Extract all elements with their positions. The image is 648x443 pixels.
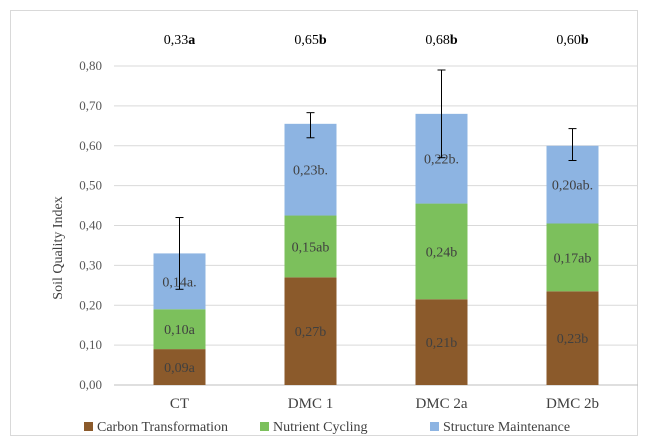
total-significance-letter: b <box>319 33 327 48</box>
total-labels: 0,33a 0,65b 0,68b 0,60b <box>164 33 589 48</box>
bar-segment <box>546 291 599 385</box>
x-category-label: DMC 2a <box>415 396 467 412</box>
total-value: 0,60 <box>556 33 581 48</box>
y-axis-ticks: 0,00 0,10 0,20 0,30 0,40 0,50 0,60 0,70 0,80 <box>79 58 102 392</box>
segment-data-label: 0,22b. <box>424 153 459 168</box>
y-tick-label: 0,40 <box>79 218 102 233</box>
bar-segment <box>284 277 337 385</box>
total-significance-letter: a <box>188 33 195 48</box>
bar-segment <box>153 349 206 385</box>
total-value: 0,68 <box>425 33 450 48</box>
error-bars <box>175 69 577 290</box>
segment-data-label: 0,27b <box>295 325 327 340</box>
bar-segment <box>284 215 337 278</box>
segment-data-label: 0,20ab. <box>552 179 593 194</box>
segment-data-label: 0,21b <box>426 336 458 351</box>
bar-segment <box>415 299 468 385</box>
legend-swatch <box>260 422 269 431</box>
y-tick-label: 0,20 <box>79 297 102 312</box>
y-tick-label: 0,70 <box>79 98 102 113</box>
legend-label: Nutrient Cycling <box>273 420 368 435</box>
total-significance-letter: b <box>450 33 458 48</box>
y-tick-label: 0,50 <box>79 178 102 193</box>
segment-data-label: 0,10a <box>164 323 196 338</box>
segment-data-label: 0,24b <box>426 245 458 260</box>
y-tick-label: 0,80 <box>79 58 102 73</box>
bar-segment <box>546 223 599 292</box>
legend: Carbon Transformation Nutrient Cycling Str… <box>84 420 570 435</box>
segment-data-label: 0,23b <box>557 332 589 347</box>
total-value: 0,65 <box>294 33 319 48</box>
total-label: 0,65b <box>294 33 327 48</box>
legend-swatch <box>430 422 439 431</box>
total-significance-letter: b <box>581 33 589 48</box>
total-label: 0,60b <box>556 33 589 48</box>
segment-data-label: 0,23b. <box>293 164 328 179</box>
x-category-label: DMC 2b <box>546 396 599 412</box>
y-tick-label: 0,30 <box>79 257 102 272</box>
bars: 0,09a0,10a0,14a.0,27b0,15ab0,23b.0,21b0,… <box>153 113 599 385</box>
legend-label: Carbon Transformation <box>97 420 228 435</box>
legend-label: Structure Maintenance <box>443 420 570 435</box>
bar-segment <box>415 203 468 300</box>
legend-swatch <box>84 422 93 431</box>
bar-segment <box>153 309 206 350</box>
x-category-label: CT <box>170 396 189 412</box>
total-label: 0,33a <box>164 33 196 48</box>
bar-segment <box>284 123 337 216</box>
total-label: 0,68b <box>425 33 458 48</box>
segment-data-label: 0,17ab <box>554 251 592 266</box>
y-axis-label: Soil Quality Index <box>51 196 66 299</box>
segment-data-label: 0,15ab <box>292 240 330 255</box>
y-tick-label: 0,60 <box>79 138 102 153</box>
segment-data-label: 0,09a <box>164 361 196 376</box>
x-category-label: DMC 1 <box>288 396 333 412</box>
y-tick-label: 0,00 <box>79 377 102 392</box>
total-value: 0,33 <box>164 33 189 48</box>
x-axis-categories: CT DMC 1 DMC 2a DMC 2b <box>170 396 599 412</box>
y-tick-label: 0,10 <box>79 337 102 352</box>
